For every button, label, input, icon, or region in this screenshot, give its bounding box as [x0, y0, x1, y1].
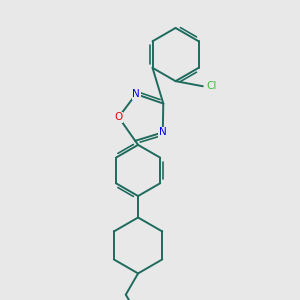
Text: Cl: Cl — [206, 81, 217, 91]
Text: O: O — [115, 112, 123, 122]
Text: N: N — [132, 89, 140, 99]
Text: N: N — [159, 128, 167, 137]
